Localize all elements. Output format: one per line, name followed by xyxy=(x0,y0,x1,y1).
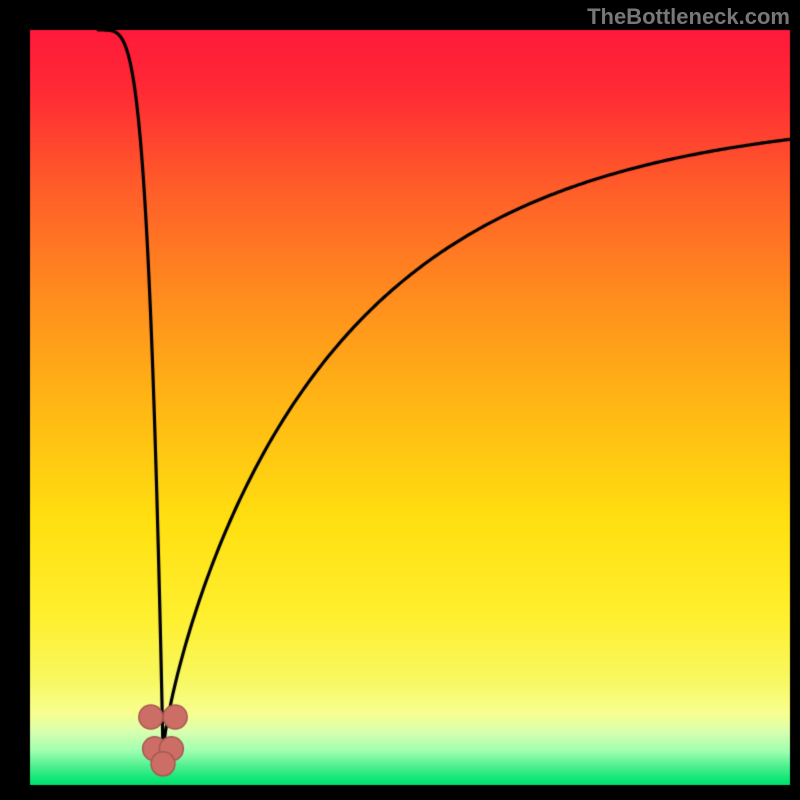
watermark-label: TheBottleneck.com xyxy=(587,4,790,30)
chart-stage: TheBottleneck.com xyxy=(0,0,800,800)
bottleneck-chart-canvas xyxy=(0,0,800,800)
